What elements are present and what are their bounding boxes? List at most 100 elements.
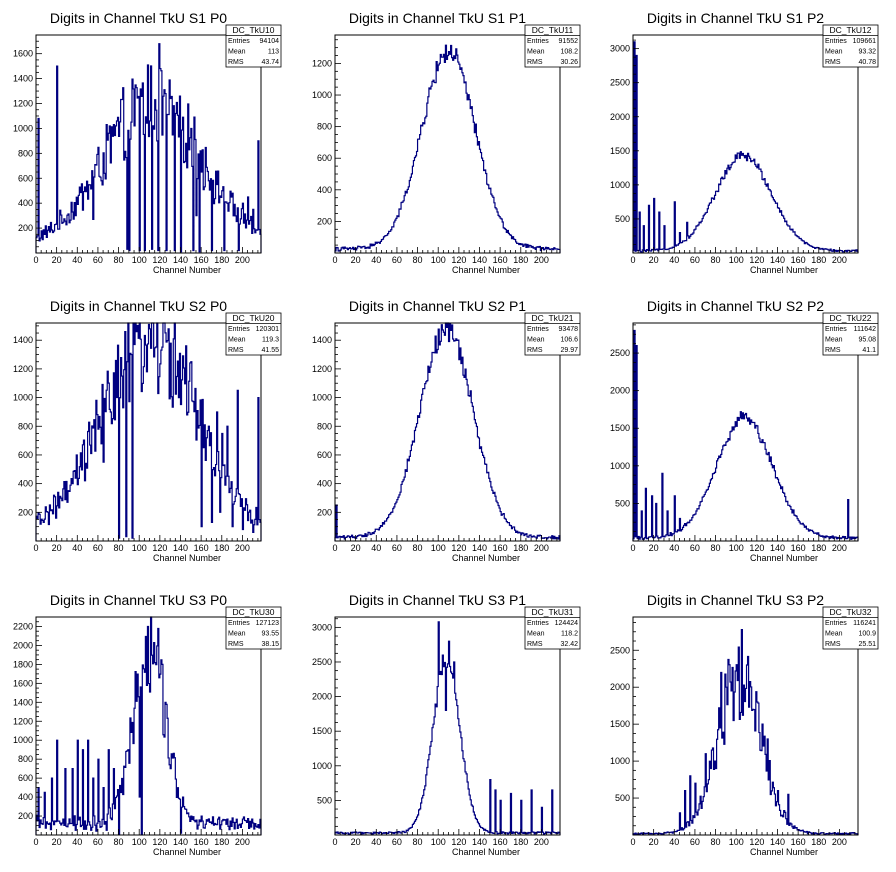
y-tick-label: 500	[615, 498, 630, 508]
x-tick-label: 160	[791, 837, 806, 847]
stats-label: RMS	[228, 347, 244, 354]
x-tick-label: 200	[832, 837, 847, 847]
x-tick-label: 120	[749, 255, 764, 265]
x-tick-label: 140	[770, 837, 785, 847]
x-tick-label: 180	[214, 837, 229, 847]
x-tick-label: 100	[729, 255, 744, 265]
histogram-line	[334, 322, 561, 541]
x-tick-label: 60	[690, 543, 700, 553]
x-tick-label: 100	[132, 837, 147, 847]
plot-frame	[334, 616, 561, 836]
stats-label: Entries	[228, 620, 250, 627]
stats-mean: 93.32	[858, 49, 876, 56]
x-tick-label: 20	[52, 543, 62, 553]
stats-entries: 109661	[853, 38, 876, 45]
y-tick-label: 1400	[13, 335, 33, 345]
y-tick-label: 800	[18, 754, 33, 764]
histogram-panel: Digits in Channel TkU S3 P0 0 20 40 60 80 100 1…	[13, 592, 282, 857]
x-tick-label: 40	[371, 255, 381, 265]
y-tick-label: 1800	[13, 659, 33, 669]
stats-box: DC_TkU20 Entries 120301 Mean 119.3 RMS 41.55	[225, 312, 282, 356]
x-tick-label: 180	[513, 255, 528, 265]
x-tick-label: 0	[33, 543, 38, 553]
stats-rms: 25.51	[858, 641, 876, 648]
x-tick-label: 160	[493, 837, 508, 847]
y-tick-label: 800	[317, 122, 332, 132]
x-tick-label: 20	[52, 837, 62, 847]
stats-label: Entries	[825, 38, 847, 45]
stats-name: DC_TkU10	[232, 25, 274, 35]
y-tick-label: 1500	[312, 726, 332, 736]
x-tick-label: 80	[114, 543, 124, 553]
x-tick-label: 180	[811, 543, 826, 553]
x-tick-label: 60	[93, 543, 103, 553]
y-tick-label: 200	[317, 216, 332, 226]
chart-title: Digits in Channel TkU S3 P1	[349, 592, 526, 608]
stats-box-frame	[225, 24, 282, 68]
stats-label: Mean	[228, 49, 246, 56]
stats-box: DC_TkU21 Entries 93478 Mean 106.6 RMS 29.97	[524, 312, 581, 356]
stats-label: Entries	[527, 326, 549, 333]
x-tick-label: 20	[351, 837, 361, 847]
x-tick-label: 60	[392, 543, 402, 553]
x-tick-label: 20	[649, 543, 659, 553]
stats-label: RMS	[527, 59, 543, 66]
stats-rms: 29.97	[560, 347, 578, 354]
stats-name: DC_TkU22	[829, 313, 871, 323]
stats-label: RMS	[228, 641, 244, 648]
stats-box: DC_TkU31 Entries 124424 Mean 118.2 RMS 32.42	[524, 606, 581, 650]
y-tick-label: 1600	[13, 49, 33, 59]
stats-box: DC_TkU32 Entries 116241 Mean 100.9 RMS 25.51	[822, 606, 879, 650]
plot-frame	[632, 616, 859, 836]
y-tick-label: 200	[18, 811, 33, 821]
stats-box: DC_TkU30 Entries 127123 Mean 93.55 RMS 38.15	[225, 606, 282, 650]
x-tick-label: 80	[711, 543, 721, 553]
stats-label: RMS	[527, 347, 543, 354]
y-tick-label: 2200	[13, 621, 33, 631]
histogram-panel: Digits in Channel TkU S3 P2 0 20 40 60 80 100 1…	[610, 592, 879, 857]
stats-mean: 113	[268, 49, 279, 56]
stats-mean: 100.9	[858, 631, 876, 638]
x-tick-label: 60	[690, 255, 700, 265]
histogram-line	[35, 43, 262, 253]
stats-label: Mean	[228, 631, 246, 638]
x-tick-label: 160	[194, 255, 209, 265]
histogram-panel: Digits in Channel TkU S2 P1 0 20 40 60 80 100 1…	[312, 298, 581, 563]
x-tick-label: 40	[72, 543, 82, 553]
y-tick-label: 800	[317, 421, 332, 431]
stats-mean: 108.2	[560, 49, 578, 56]
y-tick-label: 800	[18, 148, 33, 158]
y-tick-label: 1200	[312, 58, 332, 68]
x-tick-label: 200	[235, 255, 250, 265]
x-tick-label: 20	[649, 255, 659, 265]
x-tick-label: 60	[392, 837, 402, 847]
histogram-panel: Digits in Channel TkU S1 P0 0 20 40 60 80 100 1…	[13, 10, 282, 275]
x-tick-label: 140	[173, 255, 188, 265]
x-tick-label: 0	[630, 543, 635, 553]
stats-name: DC_TkU20	[232, 313, 274, 323]
chart-title: Digits in Channel TkU S2 P2	[647, 298, 824, 314]
x-tick-label: 40	[669, 543, 679, 553]
y-tick-label: 2500	[610, 348, 630, 358]
x-tick-label: 120	[152, 255, 167, 265]
stats-label: Mean	[527, 631, 545, 638]
stats-rms: 40.78	[858, 59, 876, 66]
stats-name: DC_TkU21	[531, 313, 573, 323]
stats-mean: 95.08	[858, 337, 876, 344]
x-axis-label: Channel Number	[153, 553, 221, 563]
y-tick-label: 1000	[13, 735, 33, 745]
chart-title: Digits in Channel TkU S1 P0	[50, 10, 227, 26]
x-tick-label: 120	[451, 543, 466, 553]
x-tick-label: 40	[371, 543, 381, 553]
x-tick-label: 0	[630, 255, 635, 265]
x-tick-label: 100	[729, 543, 744, 553]
x-tick-label: 120	[749, 837, 764, 847]
x-tick-label: 80	[114, 255, 124, 265]
stats-label: Entries	[228, 38, 250, 45]
stats-box-frame	[524, 24, 581, 68]
x-tick-label: 100	[431, 543, 446, 553]
stats-box: DC_TkU10 Entries 94104 Mean 113 RMS 43.74	[225, 24, 282, 68]
chart-title: Digits in Channel TkU S1 P2	[647, 10, 824, 26]
y-tick-label: 1400	[312, 335, 332, 345]
y-tick-label: 500	[317, 795, 332, 805]
